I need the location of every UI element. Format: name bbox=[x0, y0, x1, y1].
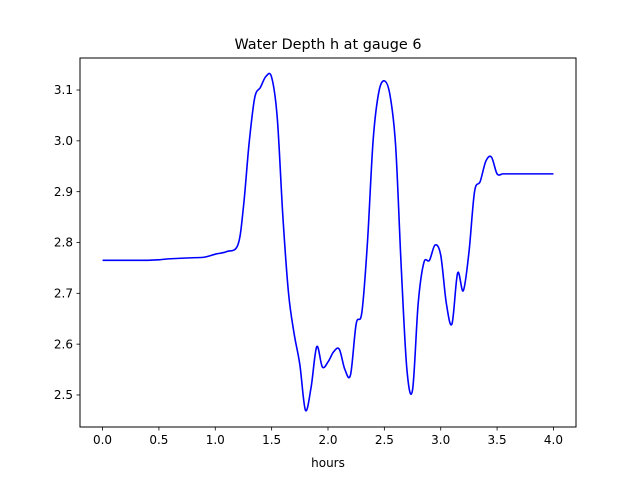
x-axis-label: hours bbox=[311, 456, 345, 470]
y-tick-label: 3.0 bbox=[54, 134, 73, 148]
x-axis-ticks: 0.0 0.5 1.0 1.5 2.0 2.5 3.0 3.5 4.0 bbox=[93, 427, 563, 447]
plot-area: 0.0 0.5 1.0 1.5 2.0 2.5 3.0 3.5 4.0 2.5 2.6 2.7 2.8… bbox=[54, 57, 577, 447]
x-tick-label: 0.0 bbox=[93, 433, 112, 447]
x-tick-label: 4.0 bbox=[544, 433, 563, 447]
x-tick-label: 1.0 bbox=[206, 433, 225, 447]
x-tick-label: 3.5 bbox=[488, 433, 507, 447]
chart-title: Water Depth h at gauge 6 bbox=[234, 37, 421, 53]
series-line-0 bbox=[102, 72, 554, 412]
y-tick-label: 2.6 bbox=[54, 337, 73, 351]
y-axis-ticks: 2.5 2.6 2.7 2.8 2.9 3.0 3.1 bbox=[54, 83, 80, 402]
y-tick-label: 2.5 bbox=[54, 388, 73, 402]
series-layer bbox=[102, 72, 554, 412]
x-tick-label: 0.5 bbox=[149, 433, 168, 447]
y-tick-label: 2.9 bbox=[54, 185, 73, 199]
x-tick-label: 2.5 bbox=[375, 433, 394, 447]
x-tick-label: 3.0 bbox=[431, 433, 450, 447]
y-tick-label: 2.7 bbox=[54, 287, 73, 301]
y-tick-label: 2.8 bbox=[54, 236, 73, 250]
y-tick-label: 3.1 bbox=[54, 83, 73, 97]
plot-frame bbox=[79, 57, 577, 428]
x-tick-label: 1.5 bbox=[262, 433, 281, 447]
x-tick-label: 2.0 bbox=[318, 433, 337, 447]
